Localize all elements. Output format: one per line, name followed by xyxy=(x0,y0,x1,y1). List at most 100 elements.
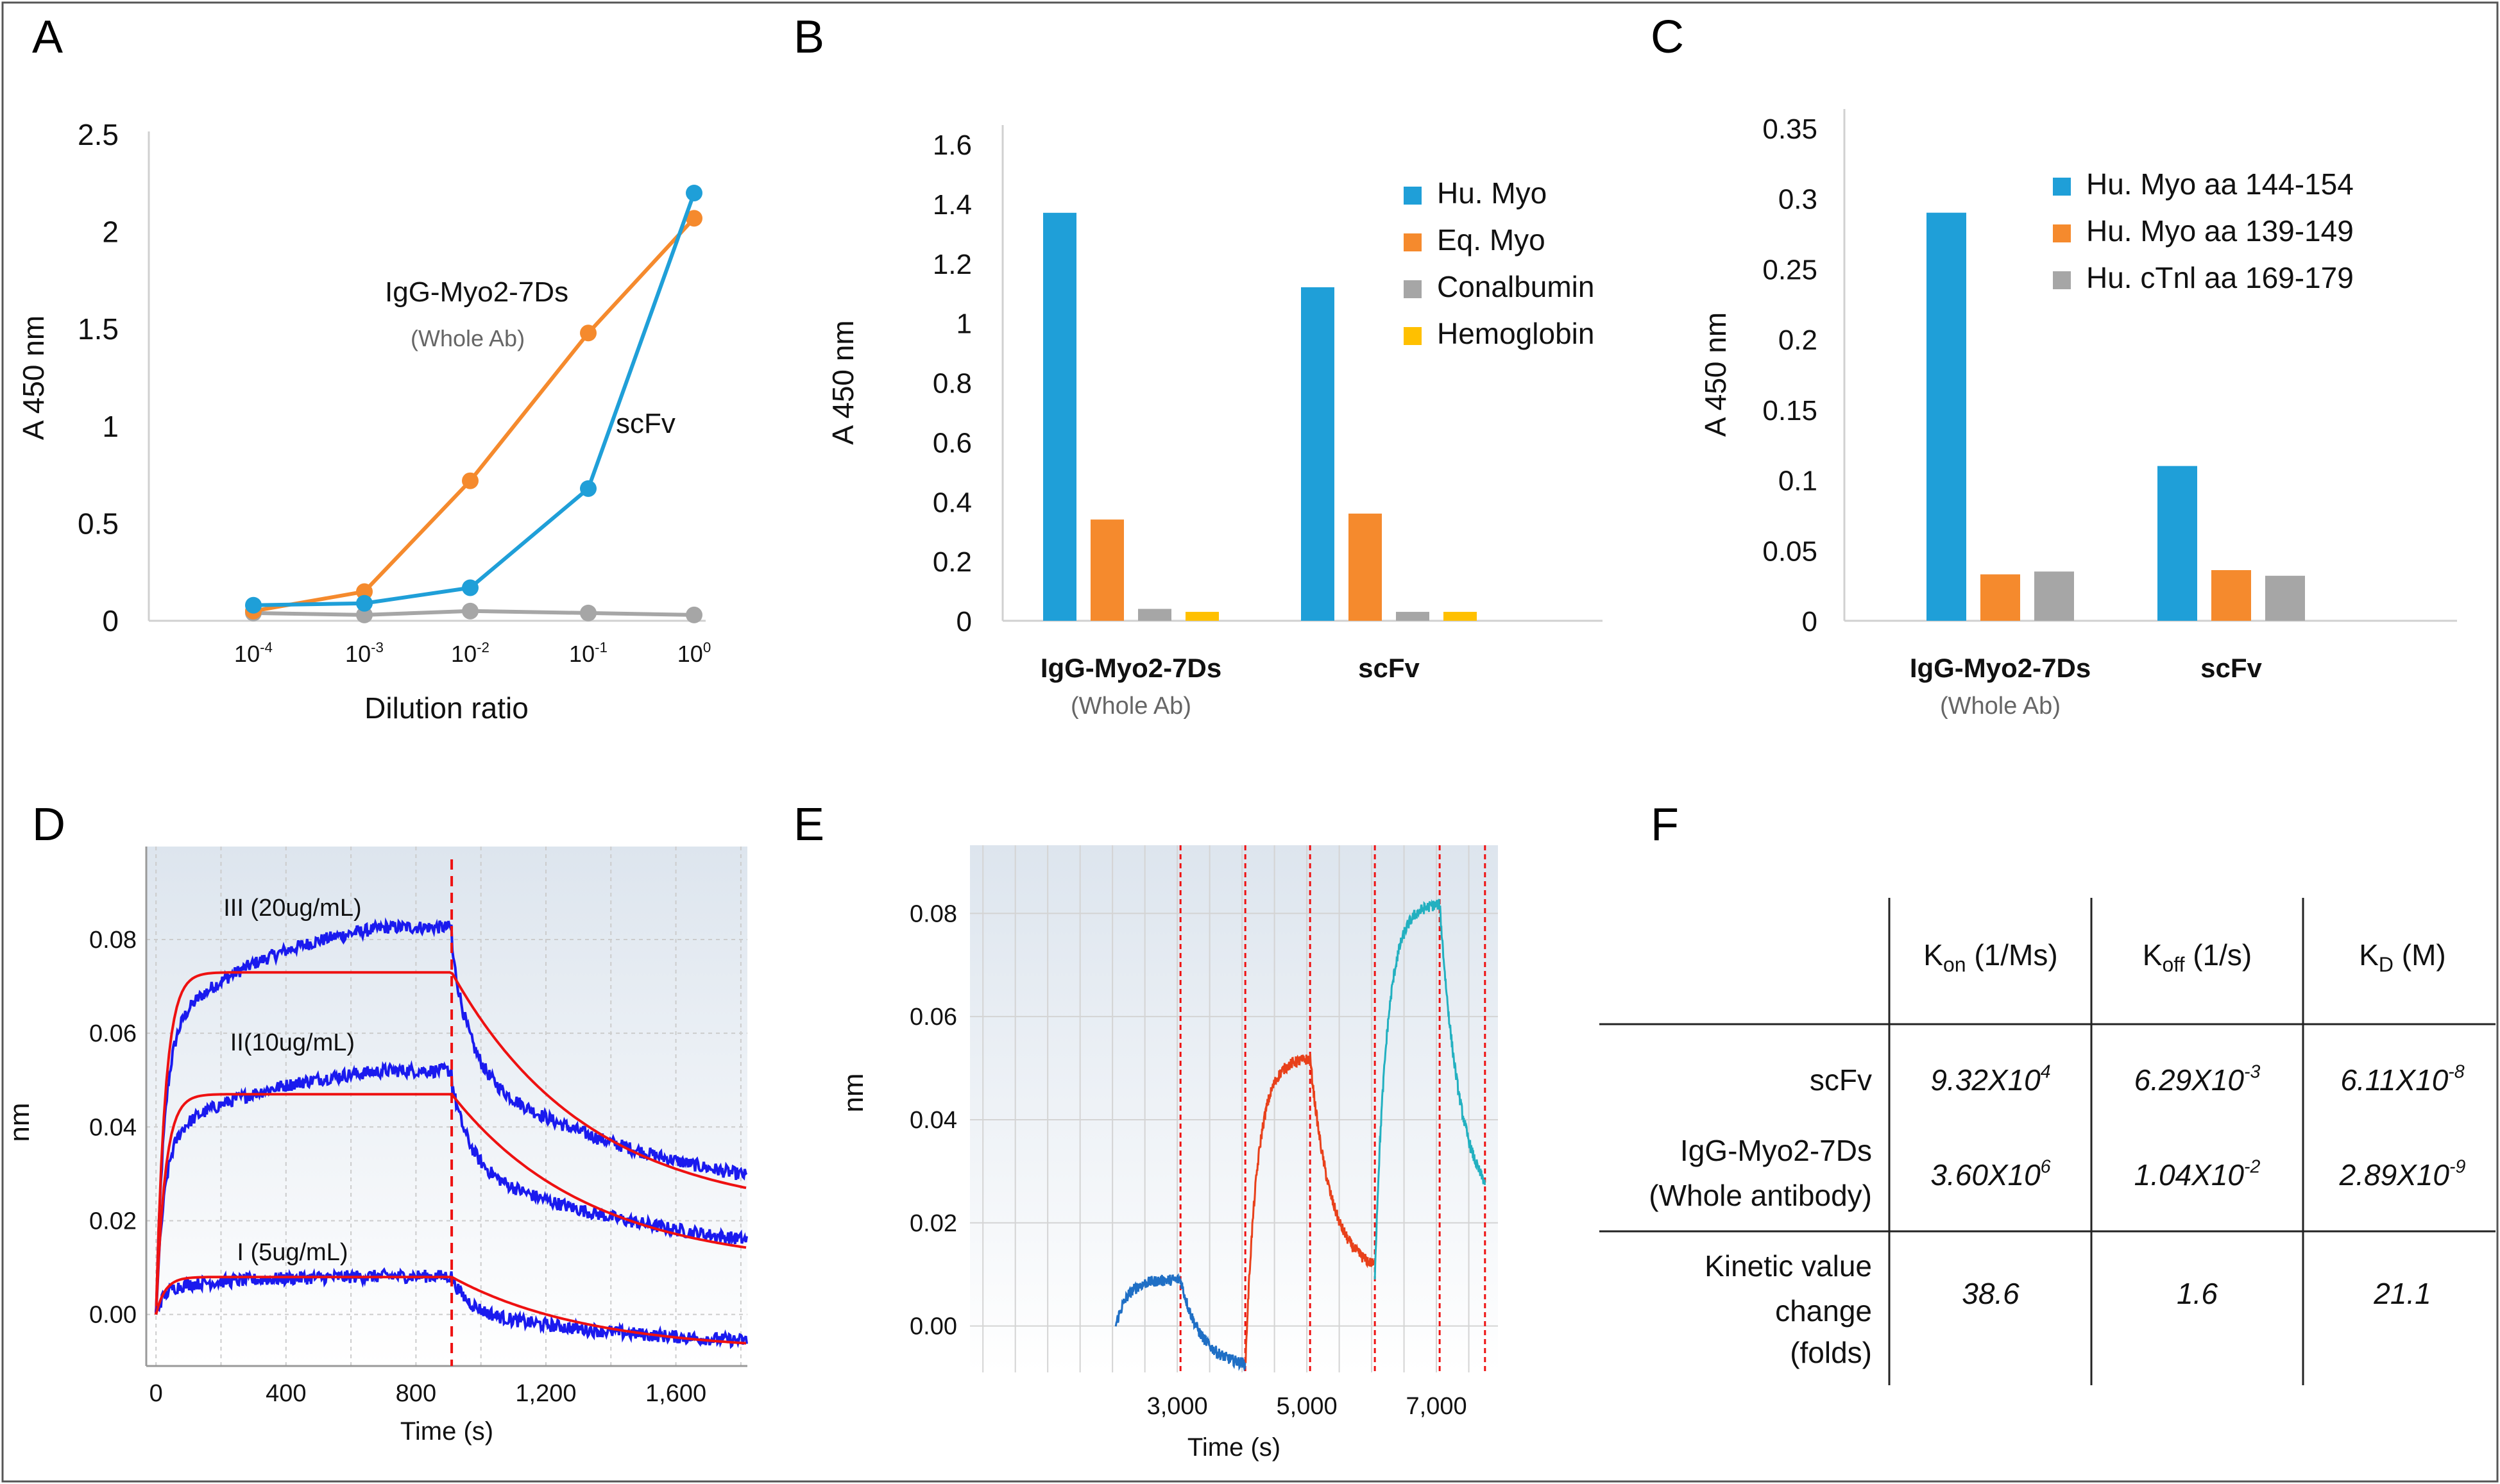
plot-background xyxy=(970,845,1498,1372)
panel-label-a: A xyxy=(32,12,63,63)
x-tick-label: 7,000 xyxy=(1406,1393,1467,1420)
y-tick-label: 0.05 xyxy=(1762,535,1817,567)
fit-curve-1 xyxy=(155,971,747,1315)
table-header: Koff (1/s) xyxy=(2143,938,2252,976)
y-tick-label: 0.2 xyxy=(933,546,972,578)
concentration-label: I (5ug/mL) xyxy=(237,1239,348,1266)
legend-swatch xyxy=(1404,280,1422,298)
legend-swatch xyxy=(1404,187,1422,205)
y-tick-label: 1.6 xyxy=(933,130,972,161)
x-tick-label: 10-1 xyxy=(569,639,608,667)
data-point xyxy=(686,210,702,227)
legend-swatch xyxy=(1404,327,1422,345)
table-header: Kon (1/Ms) xyxy=(1923,938,2057,976)
y-tick-label: 0.35 xyxy=(1762,114,1817,145)
trace-group xyxy=(1114,898,1486,1372)
bar-Hu. Myo xyxy=(1301,287,1334,621)
category-label: IgG-Myo2-7Ds xyxy=(1041,653,1221,683)
bar-Hu. Myo aa 144-154 xyxy=(2157,466,2197,621)
legend-label: Hu. Myo xyxy=(1437,176,1547,210)
bar-Conalbumin xyxy=(1138,609,1171,621)
x-tick-label: 1,600 xyxy=(645,1380,706,1407)
data-point xyxy=(686,606,702,623)
step-trace-step1 xyxy=(1114,1273,1246,1372)
y-axis-title: nm xyxy=(838,1073,869,1112)
x-tick-label: 3,000 xyxy=(1147,1393,1208,1420)
panel-b-chart: 0 0.2 0.4 0.6 0.8 1 1.2 1.4 1.6 A 450 nm IgG-Myo2-… xyxy=(826,125,1603,720)
panel-label-e: E xyxy=(794,799,824,850)
bar-Eq. Myo xyxy=(1091,519,1124,621)
y-tick-label: 2 xyxy=(102,215,119,249)
y-axis-title: A 450 nm xyxy=(826,320,860,444)
data-point xyxy=(356,606,373,623)
legend-swatch xyxy=(2053,224,2071,242)
legend-label: Conalbumin xyxy=(1437,270,1594,303)
table-value: 2.89X10-9 xyxy=(2339,1157,2466,1192)
x-tick-label: 800 xyxy=(396,1380,436,1407)
panel-label-d: D xyxy=(32,799,65,850)
row-label: change xyxy=(1775,1294,1872,1328)
data-point xyxy=(462,579,479,596)
row-label: (Whole antibody) xyxy=(1649,1179,1872,1212)
y-tick-label: 1.4 xyxy=(933,189,972,221)
category-label: scFv xyxy=(1358,653,1420,683)
bar-Hemoglobin xyxy=(1186,612,1219,621)
bar-Hu. Myo aa 139-149 xyxy=(2211,570,2251,621)
x-tick-label: 5,000 xyxy=(1277,1393,1338,1420)
bar-Hemoglobin xyxy=(1443,612,1477,621)
row-label: Kinetic value xyxy=(1705,1249,1872,1283)
legend-label: Hu. Myo aa 139-149 xyxy=(2086,214,2354,248)
y-tick-label: 0.08 xyxy=(89,927,137,954)
y-axis-title: A 450 nm xyxy=(17,316,50,440)
x-tick-label: 100 xyxy=(677,639,711,667)
y-tick-label: 0 xyxy=(957,606,972,637)
table-value: 3.60X106 xyxy=(1930,1157,2050,1192)
x-tick-label: 400 xyxy=(266,1380,306,1407)
table-value: 6.11X10-8 xyxy=(2340,1062,2464,1097)
category-label: scFv xyxy=(2200,653,2262,683)
concentration-label: II(10ug/mL) xyxy=(230,1029,355,1056)
step-trace-step2 xyxy=(1245,1054,1376,1363)
y-tick-label: 0.00 xyxy=(910,1313,957,1340)
category-label: IgG-Myo2-7Ds xyxy=(1910,653,2091,683)
legend-label: Hu. cTnl aa 169-179 xyxy=(2086,261,2354,294)
y-tick-label: 1 xyxy=(102,410,119,443)
y-tick-label: 0.04 xyxy=(89,1114,137,1141)
data-point xyxy=(686,184,702,201)
y-tick-label: 0.08 xyxy=(910,900,957,927)
row-label: (folds) xyxy=(1790,1336,1872,1369)
bar-Hu. cTnl aa 169-179 xyxy=(2034,571,2074,621)
data-point xyxy=(580,480,597,497)
y-tick-label: 0.06 xyxy=(910,1004,957,1031)
table-value: 38.6 xyxy=(1962,1277,2020,1310)
y-tick-label: 0.4 xyxy=(933,487,972,518)
igg-label: IgG-Myo2-7Ds xyxy=(385,276,568,308)
category-sublabel: (Whole Ab) xyxy=(1071,693,1191,720)
y-tick-label: 1.2 xyxy=(933,249,972,280)
y-tick-label: 0.02 xyxy=(89,1208,137,1235)
bar-Hu. cTnl aa 169-179 xyxy=(2265,575,2305,621)
y-tick-label: 0.02 xyxy=(910,1210,957,1237)
x-axis-title: Dilution ratio xyxy=(364,691,529,725)
x-tick-label: 10-3 xyxy=(345,639,384,667)
legend-label: Hu. Myo aa 144-154 xyxy=(2086,167,2354,201)
measured-trace-3 xyxy=(155,1267,748,1349)
x-axis-title: Time (s) xyxy=(1187,1433,1280,1462)
data-point xyxy=(462,602,479,620)
panel-f-table: Kon (1/Ms) Koff (1/s) KD (M) scFv 9.32X104 6.… xyxy=(1599,898,2496,1385)
x-tick-label: 10-4 xyxy=(234,639,273,667)
legend-swatch xyxy=(2053,178,2071,196)
row-label: IgG-Myo2-7Ds xyxy=(1680,1134,1872,1167)
bar-Hu. Myo xyxy=(1043,212,1076,621)
y-tick-label: 0.6 xyxy=(933,427,972,459)
y-tick-label: 0.15 xyxy=(1762,395,1817,426)
panel-e-chart: 0.00 0.02 0.04 0.06 0.08 3,000 5,000 7,000 Time … xyxy=(838,845,1498,1462)
y-tick-label: 0.06 xyxy=(89,1020,137,1047)
data-point xyxy=(356,594,373,612)
y-tick-label: 0.5 xyxy=(78,507,119,540)
x-tick-label: 0 xyxy=(149,1380,163,1407)
data-point xyxy=(462,472,479,489)
row-label: scFv xyxy=(1810,1063,1872,1097)
panel-label-b: B xyxy=(794,12,824,63)
